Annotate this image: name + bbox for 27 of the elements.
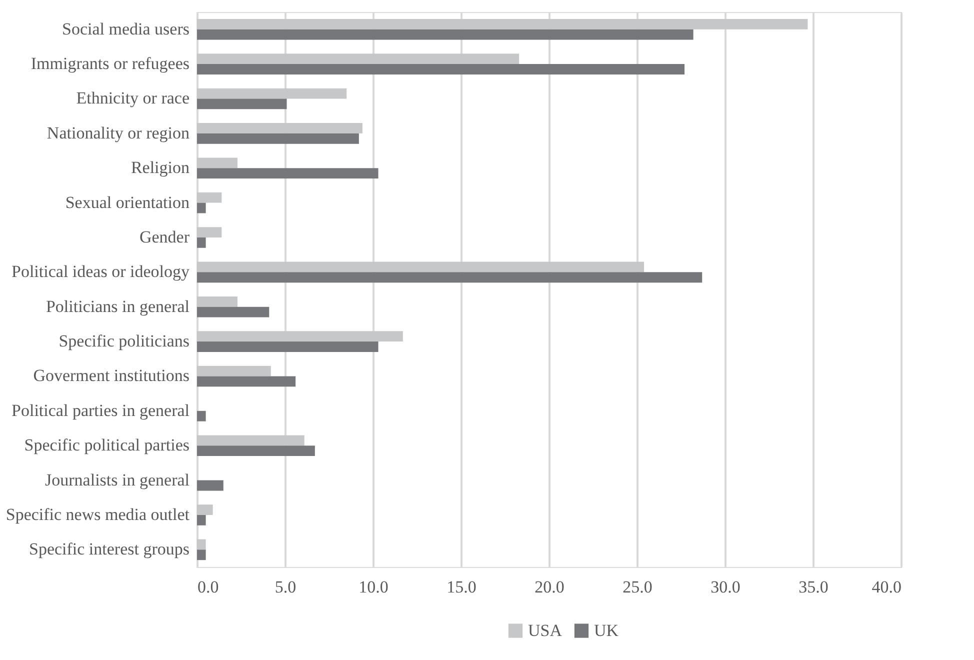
x-tick-label: 35.0 (798, 578, 828, 596)
y-tick-label: Journalists in general (45, 470, 190, 490)
legend-label: UK (594, 620, 620, 640)
y-tick-label: Sexual orientation (65, 192, 190, 212)
x-tick-label: 40.0 (872, 578, 902, 596)
x-tick-label: 0.0 (198, 578, 219, 596)
y-tick-label: Religion (130, 158, 190, 178)
x-tick-label: 10.0 (358, 578, 388, 596)
x-tick-label: 25.0 (622, 578, 652, 596)
y-tick-label: Ethnicity or race (76, 88, 190, 108)
y-tick-label: Specific political parties (24, 436, 190, 455)
y-tick-label: Specific interest groups (28, 540, 190, 559)
x-tick-label: 15.0 (446, 578, 476, 596)
x-tick-label: 20.0 (534, 578, 564, 596)
y-tick-label: Goverment institutions (33, 366, 190, 386)
y-tick-label: Specific news media outlet (6, 504, 190, 524)
legend-label: USA (528, 620, 563, 640)
y-tick-label: Political ideas or ideology (12, 262, 190, 282)
x-tick-label: 5.0 (274, 578, 296, 596)
y-tick-label: Immigrants or refugees (30, 54, 190, 74)
y-tick-label: Politicians in general (46, 296, 190, 316)
y-tick-label: Nationality or region (46, 123, 190, 142)
y-tick-label: Political parties in general (12, 400, 190, 420)
y-tick-label: Social media users (62, 19, 190, 38)
y-tick-label: Gender (139, 227, 190, 246)
y-tick-label: Specific politicians (58, 332, 190, 351)
x-tick-label: 30.0 (710, 578, 740, 596)
